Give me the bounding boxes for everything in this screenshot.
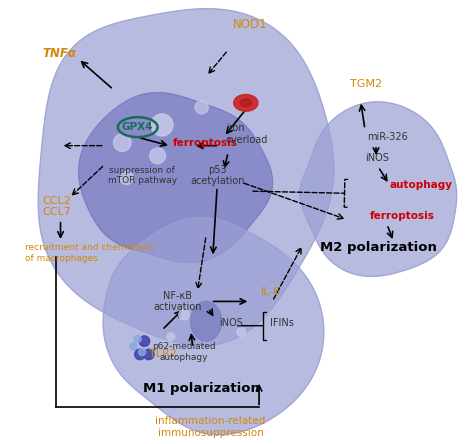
Circle shape [135,349,145,360]
Ellipse shape [234,95,258,111]
Circle shape [138,349,146,356]
Polygon shape [300,102,457,277]
Text: inflammation-related
immunosuppression: inflammation-related immunosuppression [155,416,265,438]
Text: ferroptosis: ferroptosis [173,138,238,148]
Circle shape [195,101,208,114]
Text: suppression of
mTOR pathway: suppression of mTOR pathway [108,166,177,186]
Circle shape [113,134,131,151]
Text: CCL2
CCL7: CCL2 CCL7 [43,196,72,218]
Text: IL-6: IL-6 [260,287,281,297]
Text: iNOS: iNOS [365,153,389,163]
Text: TLR2: TLR2 [149,349,177,359]
Text: M1 polarization: M1 polarization [143,382,260,395]
Text: TGM2: TGM2 [349,79,382,89]
Circle shape [120,171,133,185]
Polygon shape [38,8,334,346]
Text: miR-326: miR-326 [367,132,408,143]
Circle shape [179,309,189,320]
Text: NOD1: NOD1 [233,18,267,31]
Circle shape [150,148,165,164]
Circle shape [139,336,150,346]
Ellipse shape [191,301,221,341]
Text: iron
overload: iron overload [226,123,268,145]
Circle shape [144,349,154,360]
Circle shape [167,333,175,341]
Text: p53
acetylation: p53 acetylation [190,165,245,186]
Polygon shape [79,92,273,262]
Text: autophagy: autophagy [389,179,452,190]
Circle shape [151,114,173,136]
Text: M2 polarization: M2 polarization [320,241,437,254]
Text: IFINs: IFINs [270,318,294,328]
Text: recruitment and chemotaxis
of macrophages: recruitment and chemotaxis of macrophage… [25,243,154,262]
Text: NF-κB
activation: NF-κB activation [153,291,201,312]
Text: p62-mediated
autophagy: p62-mediated autophagy [152,342,216,362]
Text: GPX4: GPX4 [122,122,154,132]
Polygon shape [103,217,324,435]
Circle shape [134,335,141,342]
Ellipse shape [240,99,251,107]
Text: TNFα: TNFα [43,47,77,59]
Text: ferroptosis: ferroptosis [369,211,434,221]
Circle shape [130,343,137,350]
Circle shape [237,328,246,337]
Text: iNOS: iNOS [219,318,243,328]
